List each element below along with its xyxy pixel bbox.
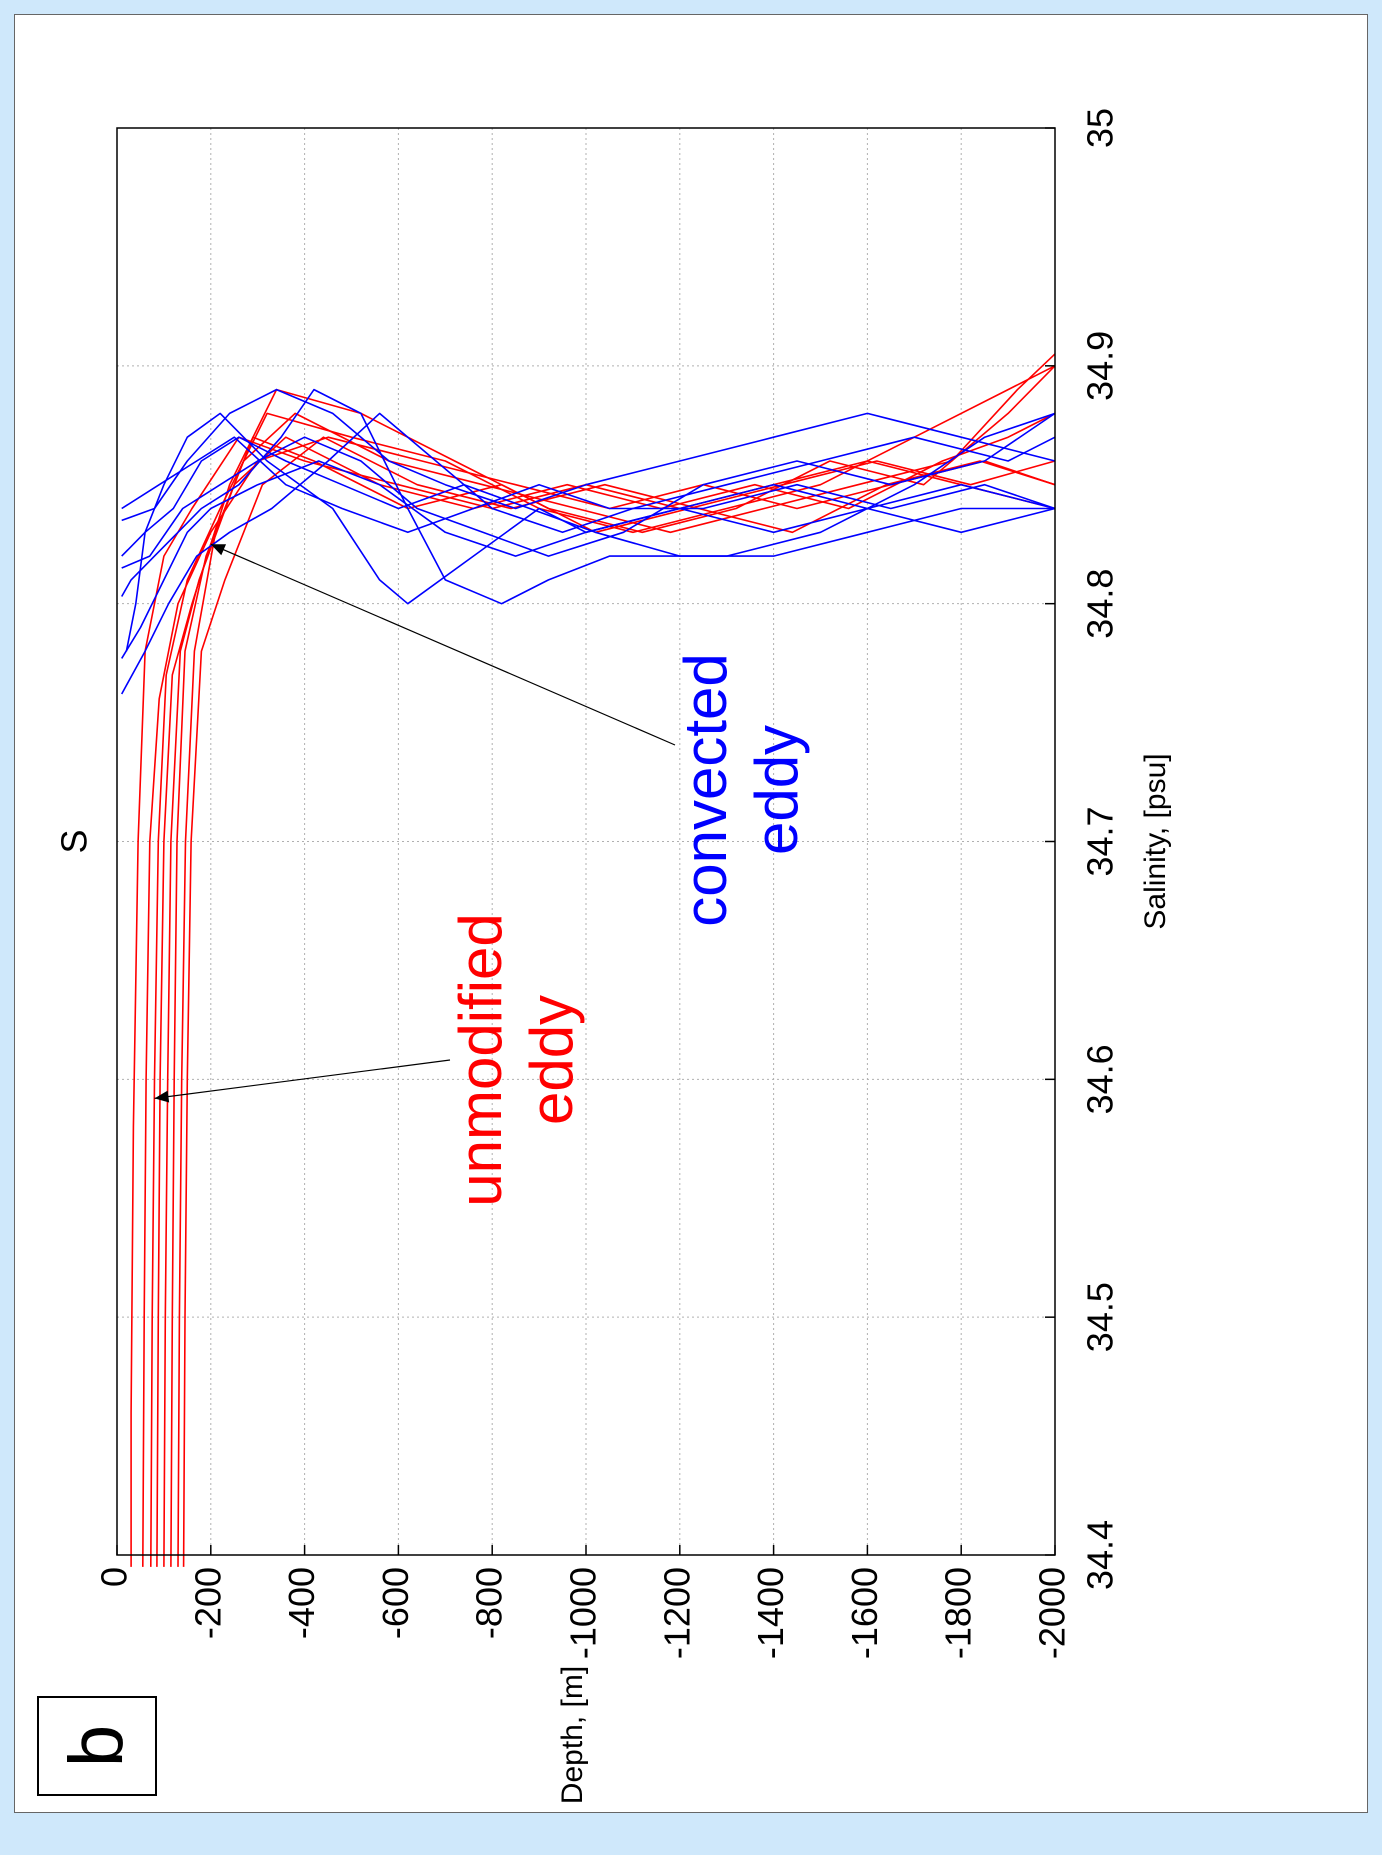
series-line-red-5 (163, 412, 1056, 1567)
grid-layer (116, 127, 1056, 1556)
annotation-arrow-line (154, 1059, 451, 1099)
series-line-blue-9 (125, 412, 1056, 652)
annotation-text-convected: convected (672, 653, 739, 927)
panel-label: b (54, 1724, 139, 1768)
series-line-red-8 (182, 436, 1056, 1567)
depth-tick-label: -600 (375, 1567, 416, 1639)
salinity-tick-label: 34.6 (1080, 1044, 1121, 1114)
annotation-arrow-line (210, 543, 676, 746)
depth-tick-label: -1200 (656, 1567, 697, 1659)
annotation-arrow-head (210, 544, 227, 556)
series-line-blue-13 (121, 436, 1055, 557)
salinity-tick-label: 34.4 (1080, 1520, 1121, 1590)
depth-tick-label: -400 (281, 1567, 322, 1639)
annotation-arrow-head (154, 1090, 170, 1103)
y-axis-label: Depth, [m] (556, 1666, 589, 1804)
series-line-blue-16 (121, 436, 1056, 534)
annotation-text-eddy: eddy (743, 725, 810, 855)
series-line-red-7 (177, 436, 1056, 1567)
axes-layer: 34.4 34.5 34.6 34.7 34.8 34.9 35 0 -200 -400 -600 -… (54, 108, 1172, 1804)
series-line-red-2 (142, 436, 1056, 1567)
salinity-tick-label: 34.9 (1080, 331, 1121, 401)
series-line-red-3 (150, 365, 1056, 1567)
chart-title: S (54, 829, 95, 853)
annotation-text-eddy: eddy (518, 995, 585, 1125)
salinity-tick-label: 34.8 (1080, 569, 1121, 639)
salinity-tick-label: 34.5 (1080, 1282, 1121, 1352)
series-layer (120, 353, 1056, 1567)
salinity-depth-chart: 34.4 34.5 34.6 34.7 34.8 34.9 35 0 -200 -400 -600 -… (54, 108, 1172, 1804)
x-axis-label: Salinity, [psu] (1139, 753, 1172, 929)
depth-tick-label: 0 (94, 1567, 135, 1587)
annotation-text-unmodified: unmodified (447, 913, 514, 1207)
figure-frame: 34.4 34.5 34.6 34.7 34.8 34.9 35 0 -200 -400 -600 -… (14, 14, 1368, 1813)
panel-label-box: b (37, 1696, 157, 1796)
depth-tick-label: -800 (469, 1567, 510, 1639)
series-line-blue-15 (121, 412, 1056, 569)
series-line-red-1 (130, 436, 1056, 1567)
series-line-blue-14 (121, 388, 1056, 522)
depth-tick-label: -1800 (938, 1567, 979, 1659)
series-line-blue-10 (121, 388, 1056, 605)
depth-tick-label: -2000 (1032, 1567, 1073, 1659)
depth-tick-label: -1000 (563, 1567, 604, 1659)
salinity-tick-label: 35 (1080, 108, 1121, 148)
salinity-tick-label: 34.7 (1080, 806, 1121, 876)
series-line-blue-12 (120, 412, 1056, 695)
depth-tick-label: -1400 (750, 1567, 791, 1659)
series-line-red-4 (156, 365, 1056, 1567)
depth-tick-label: -200 (187, 1567, 228, 1639)
series-line-blue-11 (121, 460, 1056, 659)
depth-tick-label: -1600 (844, 1567, 885, 1659)
